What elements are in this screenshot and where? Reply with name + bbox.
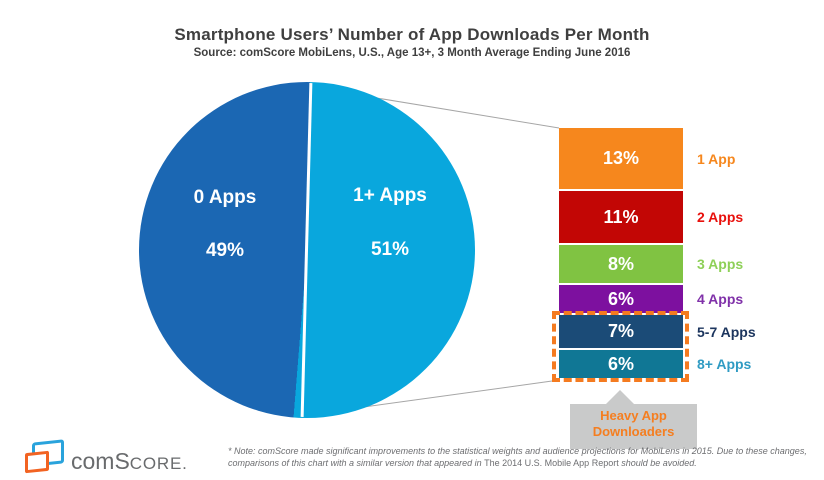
- footnote: * Note: comScore made significant improv…: [228, 446, 820, 469]
- pie-slice-1plus-apps-value: 51%: [370, 239, 410, 260]
- bar-segment-1-app: 13%: [559, 128, 683, 189]
- wordmark-core: CORE: [129, 454, 183, 473]
- bar-category-label: 3 Apps: [697, 256, 744, 272]
- bar-segment-5-7-apps: 7%: [559, 315, 683, 348]
- callout-label-line1: Heavy App: [600, 408, 667, 423]
- pie-slice-0apps-value: 49%: [205, 240, 245, 261]
- comscore-logo-icon-inner: [25, 450, 49, 474]
- footnote-line2-post: should be avoided.: [618, 457, 697, 468]
- footnote-report-title: The 2014 U.S. Mobile App Report: [484, 457, 619, 468]
- bar-value-label: 6%: [607, 353, 634, 374]
- heavy-downloaders-highlight-outline: [552, 311, 689, 382]
- callout-label-line2: Downloaders: [592, 424, 675, 439]
- bar-value-label: 7%: [607, 321, 634, 341]
- wordmark-period: .: [182, 454, 188, 473]
- bar-value-label: 6%: [607, 288, 634, 309]
- bar-segment-8-apps: 6%: [559, 350, 683, 378]
- pie-slice-0apps-label: 0 Apps: [193, 187, 257, 208]
- bar-value-label: 8%: [607, 253, 634, 274]
- bar-value-label: 13%: [602, 148, 640, 168]
- bar-category-label: 8+ Apps: [697, 356, 752, 372]
- bar-category-label: 5-7 Apps: [697, 323, 756, 340]
- wordmark-com: com: [71, 448, 115, 474]
- bar-segment-2-apps: 11%: [559, 191, 683, 243]
- footnote-line1: * Note: comScore made significant improv…: [228, 446, 807, 456]
- chart-title: Smartphone Users’ Number of App Download…: [174, 25, 650, 44]
- bar-segment-3-apps: 8%: [559, 245, 683, 283]
- bar-value-label: 11%: [603, 206, 639, 227]
- bar-category-label: 4 Apps: [697, 291, 744, 307]
- bar-category-label: 2 Apps: [697, 209, 744, 225]
- callout-pointer-triangle: [606, 390, 634, 404]
- bar-segment-4-apps: 6%: [559, 285, 683, 313]
- bar-category-label: 1 App: [697, 150, 736, 167]
- heavy-app-downloaders-callout: Heavy App Downloaders: [570, 404, 697, 449]
- wordmark-s: S: [114, 448, 130, 474]
- comscore-wordmark: comSCORE.: [71, 448, 188, 475]
- pie-slice-1plus-apps-label: 1+ Apps: [353, 185, 427, 206]
- footnote-line2-pre: comparisons of this chart with a similar…: [228, 457, 485, 468]
- chart-source-subtitle: Source: comScore MobiLens, U.S., Age 13+…: [193, 47, 631, 59]
